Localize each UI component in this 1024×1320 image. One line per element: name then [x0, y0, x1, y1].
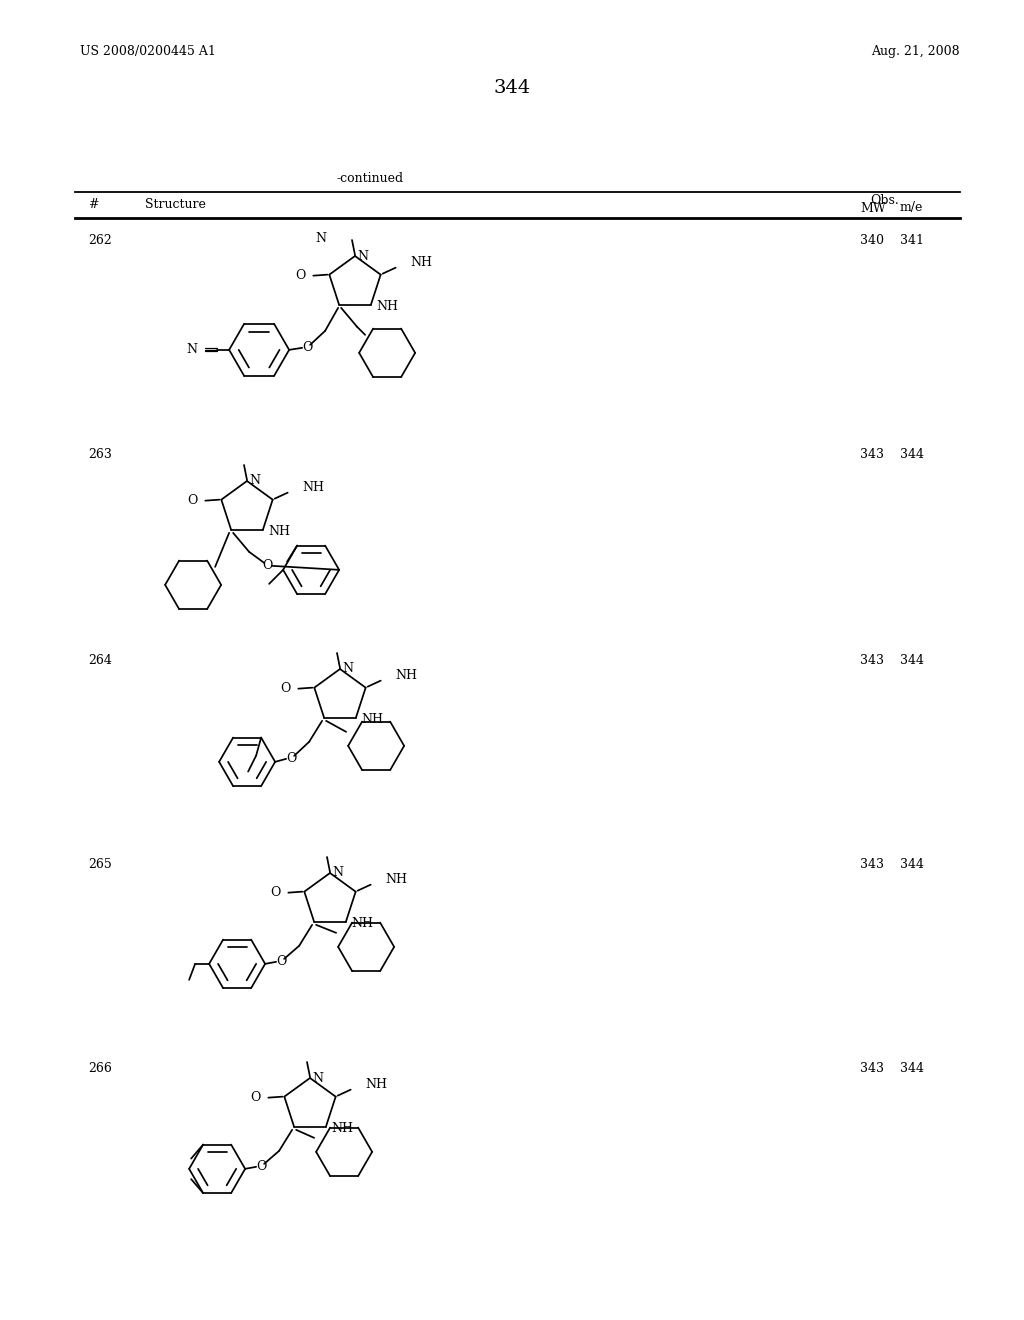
Text: O: O	[270, 886, 281, 899]
Text: 263: 263	[88, 447, 112, 461]
Text: O: O	[250, 1092, 260, 1104]
Text: 343: 343	[860, 447, 884, 461]
Text: 344: 344	[900, 1063, 924, 1076]
Text: 344: 344	[494, 79, 530, 96]
Text: NH: NH	[411, 256, 433, 269]
Text: 343: 343	[860, 1063, 884, 1076]
Text: 264: 264	[88, 655, 112, 668]
Text: Obs.: Obs.	[870, 194, 899, 206]
Text: 266: 266	[88, 1063, 112, 1076]
Text: NH: NH	[303, 482, 325, 494]
Text: NH: NH	[395, 669, 418, 682]
Text: m/e: m/e	[900, 202, 924, 214]
Text: NH: NH	[360, 713, 383, 726]
Text: NH: NH	[386, 873, 408, 886]
Text: NH: NH	[331, 1122, 353, 1135]
Text: N: N	[315, 231, 327, 244]
Text: -continued: -continued	[337, 172, 403, 185]
Text: O: O	[262, 560, 272, 573]
Text: NH: NH	[268, 525, 290, 539]
Text: 265: 265	[88, 858, 112, 870]
Text: Structure: Structure	[145, 198, 206, 210]
Text: N: N	[249, 474, 260, 487]
Text: NH: NH	[351, 917, 373, 931]
Text: O: O	[280, 682, 291, 696]
Text: US 2008/0200445 A1: US 2008/0200445 A1	[80, 45, 216, 58]
Text: O: O	[187, 494, 198, 507]
Text: 343: 343	[860, 655, 884, 668]
Text: O: O	[302, 342, 312, 354]
Text: O: O	[275, 956, 287, 969]
Text: 344: 344	[900, 655, 924, 668]
Text: N: N	[332, 866, 343, 879]
Text: #: #	[88, 198, 98, 210]
Text: O: O	[295, 269, 305, 282]
Text: NH: NH	[376, 301, 398, 313]
Text: 344: 344	[900, 858, 924, 870]
Text: 341: 341	[900, 235, 924, 248]
Text: 344: 344	[900, 447, 924, 461]
Text: O: O	[256, 1160, 266, 1173]
Text: N: N	[186, 343, 198, 356]
Text: NH: NH	[366, 1078, 388, 1092]
Text: Aug. 21, 2008: Aug. 21, 2008	[871, 45, 961, 58]
Text: 262: 262	[88, 235, 112, 248]
Text: 343: 343	[860, 858, 884, 870]
Text: N: N	[342, 663, 353, 676]
Text: 340: 340	[860, 235, 884, 248]
Text: MW: MW	[860, 202, 886, 214]
Text: N: N	[357, 249, 368, 263]
Text: N: N	[312, 1072, 323, 1085]
Text: O: O	[286, 752, 296, 766]
